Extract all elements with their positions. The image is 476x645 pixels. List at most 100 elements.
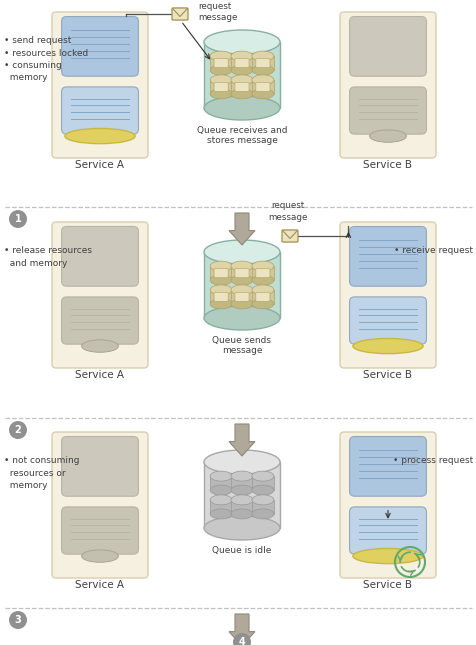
Ellipse shape [230,75,252,85]
Ellipse shape [251,75,273,85]
Text: Service A: Service A [75,370,124,380]
Ellipse shape [204,240,279,264]
Ellipse shape [352,339,422,353]
Text: Queue is idle: Queue is idle [212,546,271,555]
Polygon shape [230,290,252,304]
Ellipse shape [251,51,273,61]
FancyBboxPatch shape [172,8,188,20]
FancyBboxPatch shape [349,226,426,286]
FancyBboxPatch shape [235,268,248,277]
FancyBboxPatch shape [214,292,228,301]
Text: request
message: request message [268,201,307,222]
FancyBboxPatch shape [61,507,138,554]
Ellipse shape [251,65,273,75]
Text: 1: 1 [15,214,21,224]
Polygon shape [230,500,252,514]
Text: 3: 3 [15,615,21,625]
Ellipse shape [209,275,232,285]
Text: Service B: Service B [363,370,412,380]
FancyBboxPatch shape [235,83,248,92]
Ellipse shape [204,96,279,120]
Polygon shape [209,500,232,514]
Ellipse shape [209,471,232,481]
Polygon shape [251,56,273,70]
FancyBboxPatch shape [255,83,269,92]
Ellipse shape [251,495,273,505]
FancyBboxPatch shape [52,432,148,578]
FancyBboxPatch shape [339,12,435,158]
Ellipse shape [65,128,135,144]
Polygon shape [230,56,252,70]
Ellipse shape [251,285,273,295]
Ellipse shape [230,275,252,285]
Ellipse shape [81,550,118,562]
Polygon shape [230,80,252,94]
Polygon shape [230,476,252,490]
Ellipse shape [204,306,279,330]
Text: 4: 4 [238,637,245,645]
Ellipse shape [209,495,232,505]
Ellipse shape [251,89,273,99]
FancyBboxPatch shape [255,292,269,301]
Ellipse shape [230,285,252,295]
Circle shape [9,611,27,629]
Ellipse shape [369,130,406,143]
Text: Service A: Service A [75,580,124,590]
Polygon shape [228,614,255,645]
Polygon shape [251,80,273,94]
FancyBboxPatch shape [349,297,426,344]
Ellipse shape [352,548,422,564]
Ellipse shape [204,30,279,54]
Polygon shape [209,476,232,490]
FancyBboxPatch shape [61,437,138,496]
FancyBboxPatch shape [52,12,148,158]
FancyBboxPatch shape [281,230,298,242]
Ellipse shape [251,471,273,481]
Ellipse shape [209,509,232,519]
Ellipse shape [81,340,118,352]
FancyBboxPatch shape [349,87,426,134]
FancyBboxPatch shape [255,268,269,277]
Polygon shape [251,266,273,280]
Text: request
message: request message [198,1,237,23]
Ellipse shape [230,495,252,505]
FancyBboxPatch shape [235,59,248,68]
Ellipse shape [251,485,273,495]
Polygon shape [228,213,255,245]
Text: Service B: Service B [363,580,412,590]
Text: • release resources
  and memory: • release resources and memory [4,246,92,268]
Polygon shape [204,252,279,318]
Polygon shape [204,42,279,108]
Text: Queue receives and
stores message: Queue receives and stores message [196,126,287,145]
FancyBboxPatch shape [61,226,138,286]
Text: • receive request: • receive request [393,246,472,255]
Ellipse shape [209,75,232,85]
Ellipse shape [230,299,252,309]
FancyBboxPatch shape [61,297,138,344]
Circle shape [232,633,250,645]
Ellipse shape [204,450,279,474]
FancyBboxPatch shape [61,87,138,134]
Ellipse shape [251,275,273,285]
FancyBboxPatch shape [61,17,138,76]
FancyBboxPatch shape [349,437,426,496]
Polygon shape [230,266,252,280]
Text: Service B: Service B [363,160,412,170]
Ellipse shape [230,485,252,495]
Polygon shape [251,290,273,304]
FancyBboxPatch shape [52,222,148,368]
Ellipse shape [230,65,252,75]
FancyBboxPatch shape [349,17,426,76]
Ellipse shape [209,485,232,495]
Ellipse shape [230,51,252,61]
FancyBboxPatch shape [339,432,435,578]
Circle shape [9,421,27,439]
FancyBboxPatch shape [235,292,248,301]
Polygon shape [251,500,273,514]
Ellipse shape [209,89,232,99]
Text: Service A: Service A [75,160,124,170]
Text: • not consuming
  resources or
  memory: • not consuming resources or memory [4,456,79,490]
Ellipse shape [230,261,252,271]
Ellipse shape [209,51,232,61]
Ellipse shape [230,471,252,481]
